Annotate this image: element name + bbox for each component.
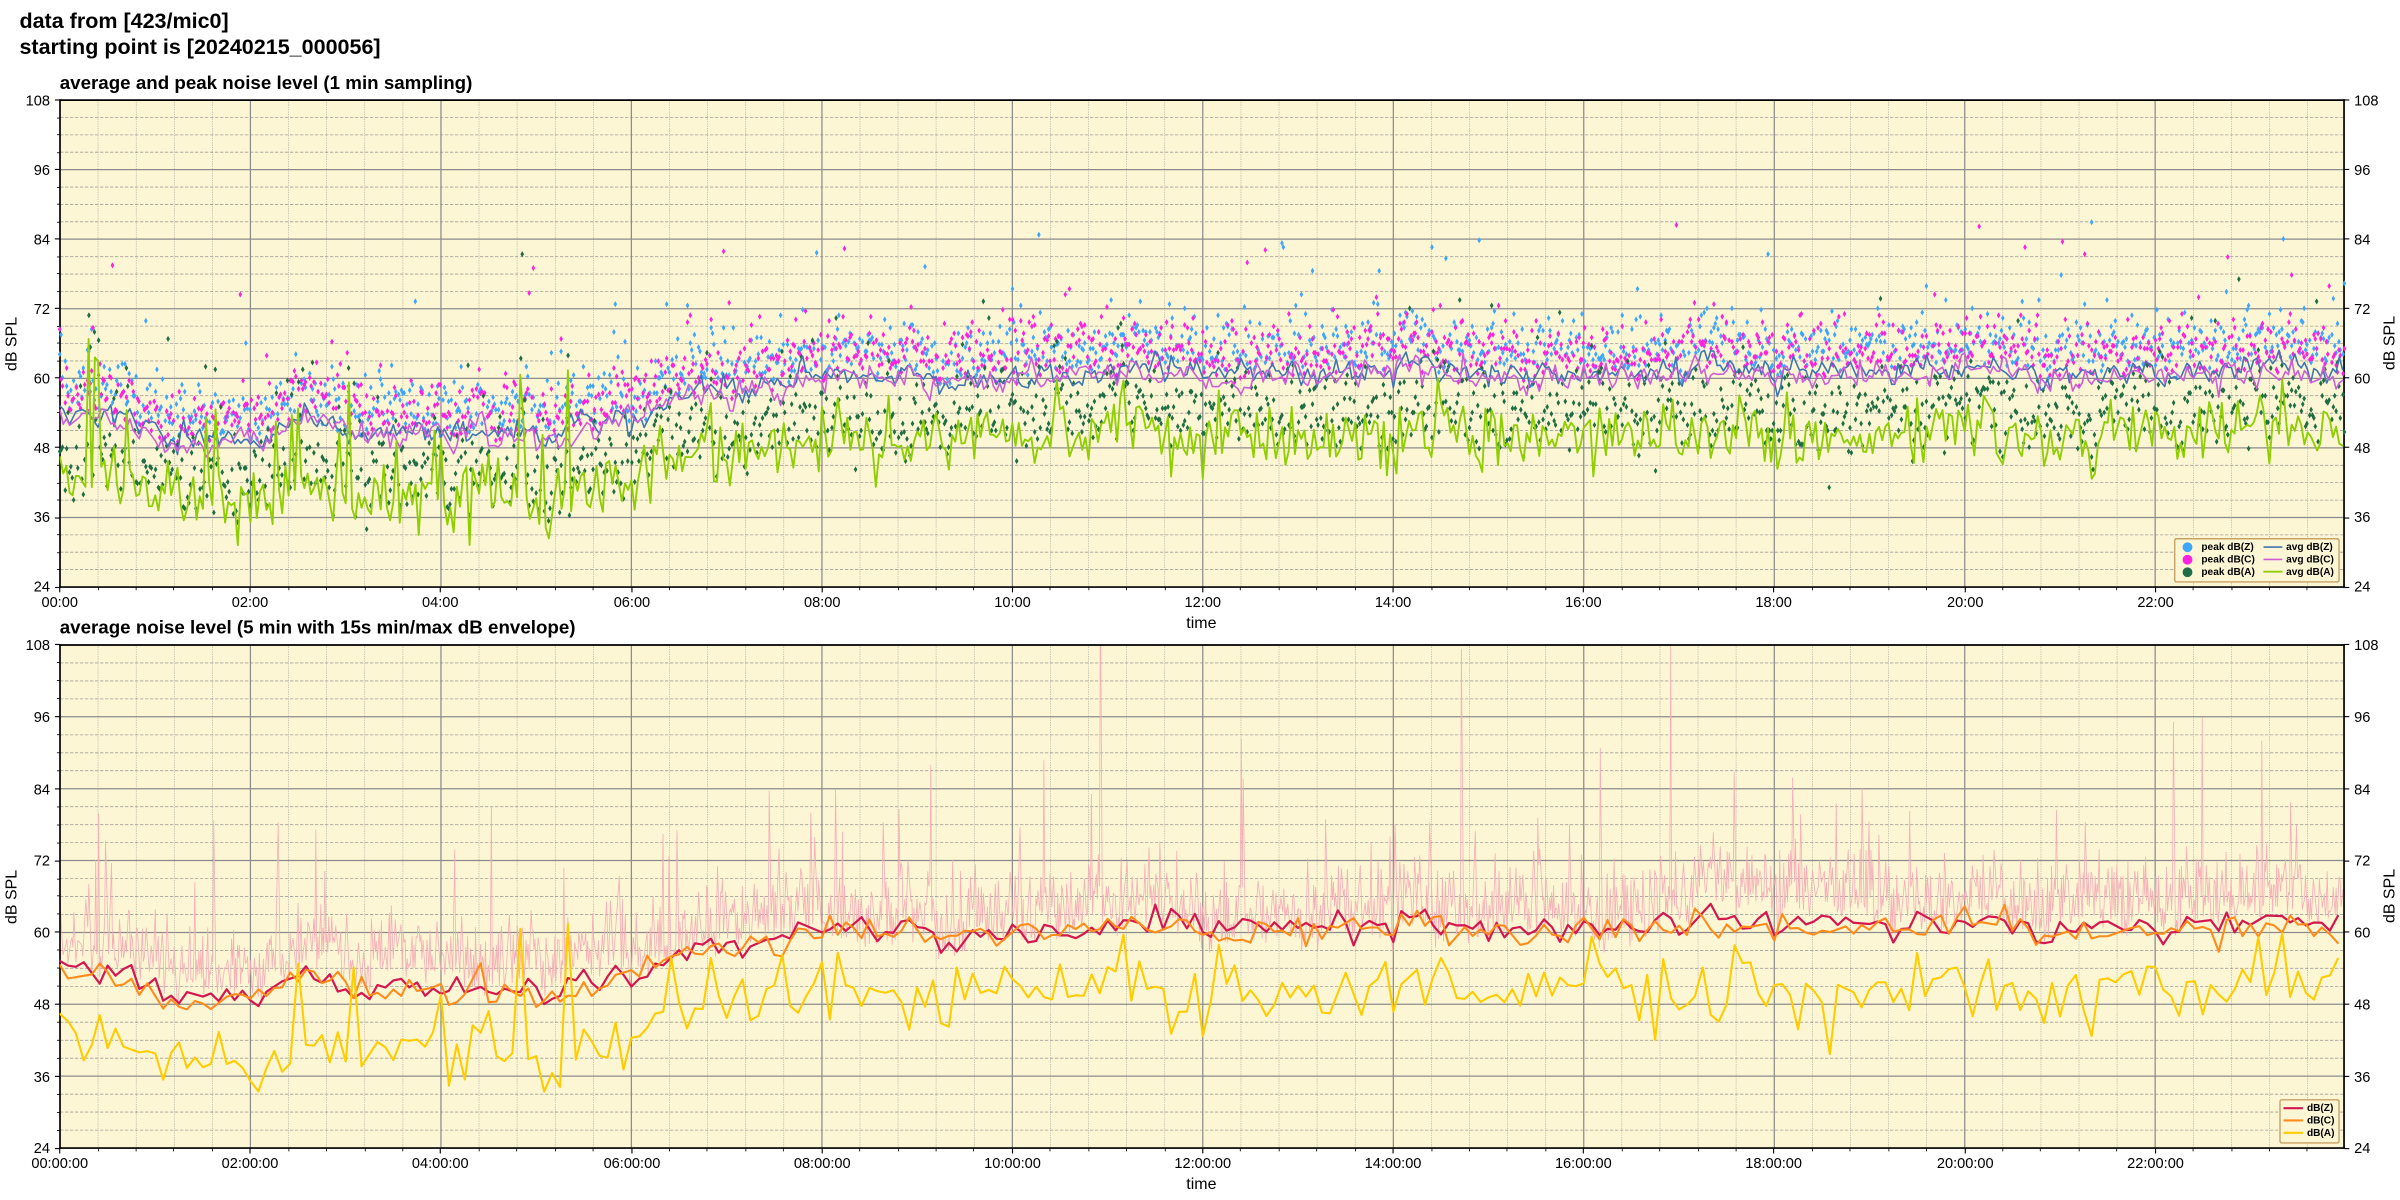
svg-text:24: 24 <box>34 580 50 596</box>
svg-text:starting point is [20240215_00: starting point is [20240215_000056] <box>19 35 380 59</box>
svg-text:dB(Z): dB(Z) <box>2307 1103 2333 1114</box>
svg-text:96: 96 <box>34 710 50 726</box>
svg-text:12:00: 12:00 <box>1185 595 1221 611</box>
svg-text:36: 36 <box>34 1070 50 1086</box>
svg-text:108: 108 <box>2354 94 2378 110</box>
svg-text:02:00:00: 02:00:00 <box>222 1156 279 1172</box>
svg-text:16:00:00: 16:00:00 <box>1555 1156 1612 1172</box>
svg-text:08:00: 08:00 <box>804 595 840 611</box>
svg-text:36: 36 <box>2354 1070 2370 1086</box>
svg-text:dB(C): dB(C) <box>2307 1116 2335 1127</box>
svg-text:10:00: 10:00 <box>994 595 1030 611</box>
svg-text:72: 72 <box>34 302 50 318</box>
svg-text:60: 60 <box>2354 926 2370 942</box>
svg-text:peak dB(Z): peak dB(Z) <box>2201 542 2253 553</box>
svg-text:84: 84 <box>2354 232 2370 248</box>
svg-text:20:00: 20:00 <box>1947 595 1983 611</box>
svg-text:time: time <box>1186 1176 1216 1193</box>
svg-text:12:00:00: 12:00:00 <box>1174 1156 1231 1172</box>
svg-text:00:00: 00:00 <box>41 595 77 611</box>
svg-text:22:00: 22:00 <box>2137 595 2173 611</box>
svg-text:dB SPL: dB SPL <box>2382 316 2399 370</box>
svg-text:08:00:00: 08:00:00 <box>794 1156 851 1172</box>
svg-text:48: 48 <box>2354 441 2370 457</box>
svg-text:00:00:00: 00:00:00 <box>31 1156 88 1172</box>
svg-text:24: 24 <box>2354 580 2370 596</box>
svg-text:96: 96 <box>34 163 50 179</box>
svg-text:60: 60 <box>34 371 50 387</box>
svg-text:avg dB(Z): avg dB(Z) <box>2286 542 2333 553</box>
svg-text:18:00:00: 18:00:00 <box>1745 1156 1802 1172</box>
svg-text:84: 84 <box>34 782 50 798</box>
svg-text:108: 108 <box>2354 638 2378 654</box>
svg-text:06:00:00: 06:00:00 <box>604 1156 661 1172</box>
svg-text:average noise level (5 min wit: average noise level (5 min with 15s min/… <box>60 616 576 637</box>
svg-text:peak dB(A): peak dB(A) <box>2201 567 2254 578</box>
svg-text:average and peak noise level (: average and peak noise level (1 min samp… <box>60 72 473 93</box>
svg-text:60: 60 <box>34 926 50 942</box>
svg-text:72: 72 <box>2354 853 2370 869</box>
svg-text:10:00:00: 10:00:00 <box>984 1156 1041 1172</box>
svg-text:time: time <box>1186 615 1216 632</box>
svg-text:96: 96 <box>2354 163 2370 179</box>
svg-text:60: 60 <box>2354 371 2370 387</box>
svg-text:48: 48 <box>2354 998 2370 1014</box>
svg-text:04:00:00: 04:00:00 <box>412 1156 469 1172</box>
svg-text:dB SPL: dB SPL <box>2382 869 2399 923</box>
svg-text:24: 24 <box>2354 1141 2370 1157</box>
svg-text:14:00: 14:00 <box>1375 595 1411 611</box>
svg-text:04:00: 04:00 <box>422 595 458 611</box>
svg-text:36: 36 <box>2354 510 2370 526</box>
svg-text:18:00: 18:00 <box>1755 595 1791 611</box>
svg-text:14:00:00: 14:00:00 <box>1365 1156 1422 1172</box>
svg-text:dB(A): dB(A) <box>2307 1128 2335 1139</box>
svg-text:96: 96 <box>2354 710 2370 726</box>
svg-text:72: 72 <box>2354 302 2370 318</box>
svg-text:16:00: 16:00 <box>1565 595 1601 611</box>
svg-text:36: 36 <box>34 510 50 526</box>
svg-text:84: 84 <box>34 232 50 248</box>
svg-text:avg dB(C): avg dB(C) <box>2286 555 2334 566</box>
svg-text:avg dB(A): avg dB(A) <box>2286 567 2334 578</box>
svg-text:dB SPL: dB SPL <box>4 317 21 371</box>
svg-text:108: 108 <box>26 94 50 110</box>
svg-text:20:00:00: 20:00:00 <box>1937 1156 1994 1172</box>
svg-text:22:00:00: 22:00:00 <box>2127 1156 2184 1172</box>
svg-text:06:00: 06:00 <box>614 595 650 611</box>
svg-text:02:00: 02:00 <box>232 595 268 611</box>
svg-text:48: 48 <box>34 441 50 457</box>
svg-text:108: 108 <box>26 638 50 654</box>
svg-text:48: 48 <box>34 998 50 1014</box>
svg-text:72: 72 <box>34 853 50 869</box>
svg-text:dB SPL: dB SPL <box>3 870 20 924</box>
svg-text:data from [423/mic0]: data from [423/mic0] <box>19 9 228 33</box>
svg-text:peak dB(C): peak dB(C) <box>2201 555 2254 566</box>
svg-text:24: 24 <box>34 1141 50 1157</box>
svg-text:84: 84 <box>2354 782 2370 798</box>
